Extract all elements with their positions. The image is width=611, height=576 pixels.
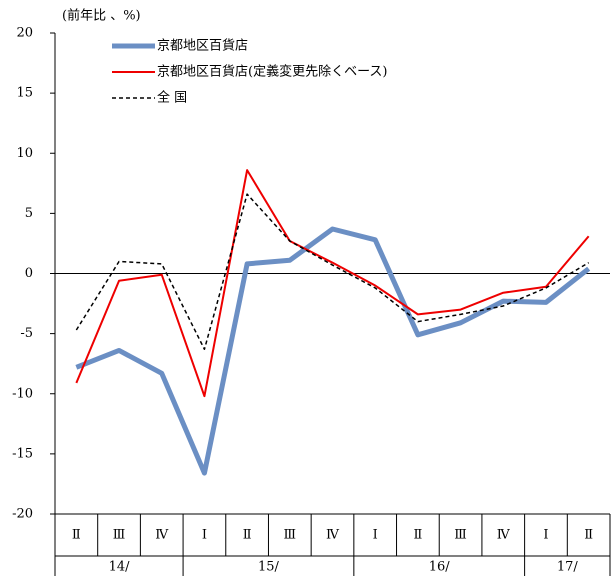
x-tick-label: Ⅱ xyxy=(72,528,81,543)
group-label: 14/ xyxy=(109,560,131,575)
y-tick-label: -15 xyxy=(12,446,33,461)
legend-label: 京都地区百貨店(定義変更先除くベース) xyxy=(157,64,388,80)
x-tick-label: Ⅰ xyxy=(373,528,378,543)
series-line xyxy=(75,226,591,476)
x-tick-label: Ⅲ xyxy=(284,528,297,543)
series-line xyxy=(75,193,590,351)
y-axis-label: (前年比 、%) xyxy=(62,8,141,24)
x-tick-label: Ⅲ xyxy=(113,528,126,543)
x-tick-label: Ⅳ xyxy=(155,528,169,543)
y-tick-label: 5 xyxy=(25,206,33,221)
y-tick-label: 10 xyxy=(16,146,33,161)
y-tick-label: -20 xyxy=(12,507,33,522)
x-tick-label: Ⅱ xyxy=(584,528,593,543)
y-tick-label: 0 xyxy=(25,266,33,281)
y-tick-label: 15 xyxy=(16,86,33,101)
y-tick-label: -5 xyxy=(20,326,33,341)
legend-label: 京都地区百貨店 xyxy=(157,38,248,54)
x-tick-label: Ⅰ xyxy=(202,528,207,543)
legend-label: 全 国 xyxy=(157,90,187,106)
x-tick-label: Ⅲ xyxy=(454,528,467,543)
x-tick-label: Ⅰ xyxy=(543,528,548,543)
x-tick-label: Ⅳ xyxy=(326,528,340,543)
y-tick-label: 20 xyxy=(16,26,33,41)
x-tick-label: Ⅳ xyxy=(497,528,511,543)
group-label: 16/ xyxy=(429,560,451,575)
x-tick-label: Ⅱ xyxy=(413,528,422,543)
group-label: 15/ xyxy=(258,560,280,575)
y-tick-label: -10 xyxy=(12,386,33,401)
group-label: 17/ xyxy=(557,560,579,575)
x-tick-label: Ⅱ xyxy=(243,528,252,543)
series-line xyxy=(75,169,590,398)
